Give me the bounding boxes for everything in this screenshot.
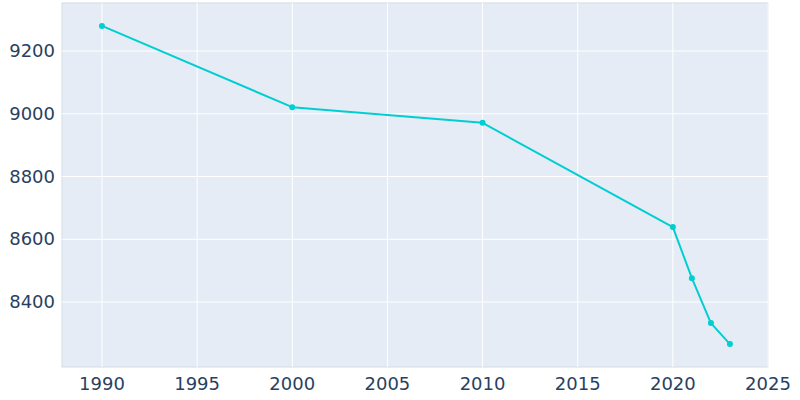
y-grid-line: [62, 51, 768, 52]
x-tick-label: 2000: [269, 373, 315, 394]
x-tick-label: 2015: [555, 373, 601, 394]
y-grid-line: [62, 113, 768, 114]
y-tick-label: 9200: [9, 40, 55, 61]
marker: [289, 104, 295, 110]
x-tick-label: 1995: [174, 373, 220, 394]
y-tick-label: 8400: [9, 291, 55, 312]
chart-container: 1990 1995 2000 2005 2010 2015 2020 2025 8400 8600…: [0, 0, 800, 400]
y-tick-label: 8600: [9, 228, 55, 249]
y-grid-line: [62, 302, 768, 303]
marker: [708, 320, 714, 326]
marker: [480, 120, 486, 126]
grid: [62, 3, 768, 367]
x-grid-line: [101, 3, 102, 367]
x-grid-line: [577, 3, 578, 367]
marker: [689, 275, 695, 281]
x-tick-label: 2025: [745, 373, 791, 394]
x-grid-line: [292, 3, 293, 367]
x-grid-line: [387, 3, 388, 367]
x-grid-line: [197, 3, 198, 367]
x-tick-label: 2010: [460, 373, 506, 394]
x-grid-line: [768, 3, 769, 367]
y-grid-line: [62, 239, 768, 240]
x-tick-label: 2005: [365, 373, 411, 394]
plot-area: [62, 3, 768, 367]
marker: [727, 341, 733, 347]
series: [99, 23, 733, 347]
marker: [99, 23, 105, 29]
line: [102, 26, 730, 344]
x-grid-line: [672, 3, 673, 367]
x-tick-label: 2020: [650, 373, 696, 394]
y-tick-label: 9000: [9, 103, 55, 124]
y-tick-label: 8800: [9, 166, 55, 187]
x-grid-line: [482, 3, 483, 367]
chart: 1990 1995 2000 2005 2010 2015 2020 2025 8400 8600…: [0, 0, 800, 400]
x-tick-label: 1990: [79, 373, 125, 394]
tick-labels: 1990 1995 2000 2005 2010 2015 2020 2025 8400 8600…: [9, 40, 791, 394]
y-grid-line: [62, 176, 768, 177]
marker: [670, 224, 676, 230]
